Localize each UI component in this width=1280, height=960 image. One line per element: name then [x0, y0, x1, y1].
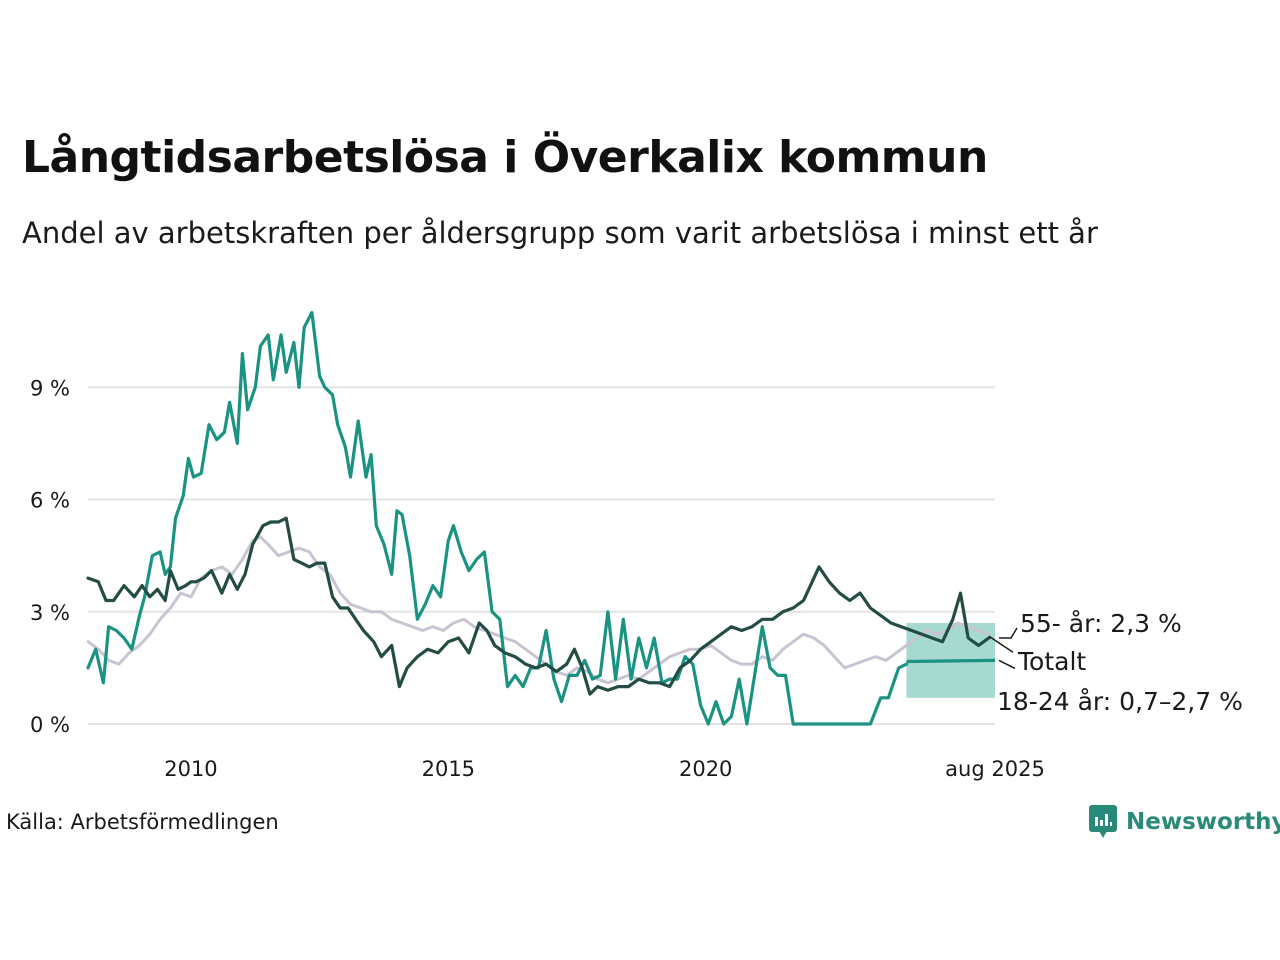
label-totalt: Totalt [1017, 647, 1086, 676]
label-55: 55- år: 2,3 % [1020, 609, 1182, 638]
series-line-55plus [86, 516, 991, 696]
x-tick-label: aug 2025 [945, 757, 1045, 781]
x-tick-label: 2010 [164, 757, 217, 781]
leader-line-totalt [988, 635, 1014, 653]
leader-line-55 [999, 627, 1018, 639]
y-tick-label: 3 % [30, 601, 70, 625]
label-18-24: 18-24 år: 0,7–2,7 % [997, 687, 1243, 716]
brand-name: Newsworthy [1126, 809, 1280, 835]
chart-title: Långtidsarbetslösa i Överkalix kommun [22, 132, 988, 183]
series-line-Totalt [86, 535, 991, 685]
source-note: Källa: Arbetsförmedlingen [6, 810, 279, 834]
y-tick-label: 6 % [30, 489, 70, 513]
chart-subtitle: Andel av arbetskraften per åldersgrupp s… [22, 216, 1098, 250]
leader-line-18-24 [998, 659, 1016, 670]
x-tick-label: 2020 [679, 757, 732, 781]
forecast-mid-line-18-24 [906, 658, 996, 664]
y-tick-label: 0 % [30, 713, 70, 737]
x-tick-label: 2015 [422, 757, 475, 781]
newsworthy-logo-icon [1089, 805, 1117, 838]
y-tick-label: 9 % [30, 376, 70, 400]
brand-logo: Newsworthy [1088, 804, 1280, 840]
series-line-18-24 [86, 310, 909, 726]
